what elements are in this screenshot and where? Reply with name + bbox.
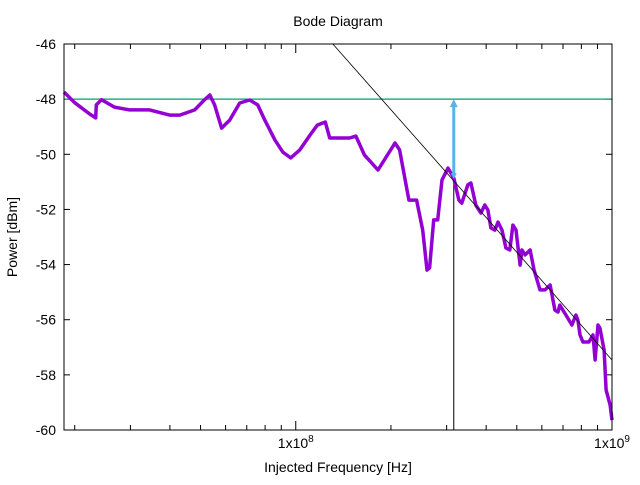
- x-tick-label: 1x109: [594, 434, 630, 451]
- y-tick-label: -56: [36, 312, 56, 328]
- y-tick-label: -58: [36, 367, 56, 383]
- x-tick-base: 1x10: [278, 435, 309, 451]
- y-tick-label: -60: [36, 422, 56, 438]
- y-tick-label: -52: [36, 201, 56, 217]
- x-tick-exponent: 8: [308, 434, 314, 445]
- delta-arrow-head-bottom: [450, 173, 457, 180]
- y-tick-label: -48: [36, 91, 56, 107]
- y-tick-label: -54: [36, 257, 56, 273]
- y-axis-label: Power [dBm]: [4, 197, 20, 277]
- plot-frame: [63, 43, 613, 431]
- delta-arrow-head-top: [449, 99, 458, 108]
- y-tick-label: -46: [36, 36, 56, 52]
- x-tick-exponent: 9: [624, 434, 630, 445]
- y-tick-label: -50: [36, 146, 56, 162]
- x-tick-label: 1x108: [278, 434, 314, 451]
- plot-marks: [62, 43, 614, 430]
- slope-fit-line: [332, 43, 613, 361]
- x-tick-base: 1x10: [594, 435, 625, 451]
- x-axis-label: Injected Frequency [Hz]: [264, 459, 412, 475]
- chart-title: Bode Diagram: [293, 13, 383, 29]
- measured-power-line: [62, 90, 614, 421]
